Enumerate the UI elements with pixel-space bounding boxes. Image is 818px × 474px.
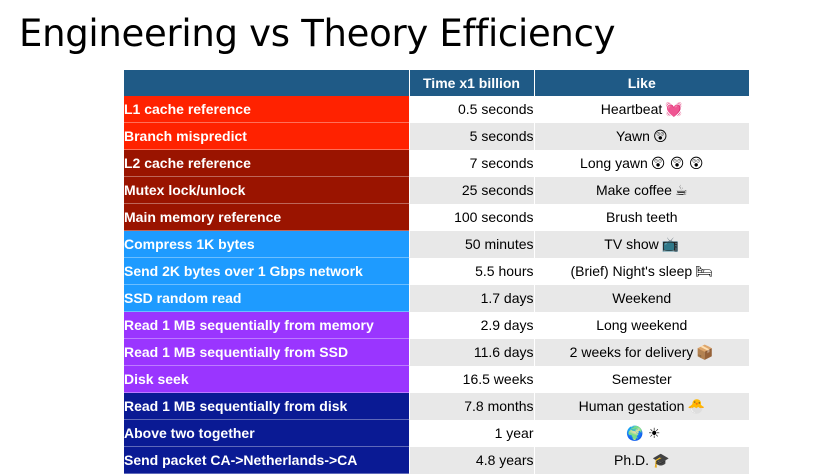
table-row: Main memory reference 100 seconds Brush te… xyxy=(124,203,749,231)
operation-cell: Send packet CA->Netherlands->CA xyxy=(124,446,409,474)
like-cell: Heartbeat 💓 xyxy=(533,96,749,123)
time-cell: 16.5 weeks xyxy=(408,365,534,393)
table-row: Mutex lock/unlock 25 seconds Make coffee ☕ xyxy=(124,176,749,204)
table-row: Send packet CA->Netherlands->CA 4.8 years… xyxy=(124,446,749,474)
operation-cell: Read 1 MB sequentially from SSD xyxy=(124,338,409,366)
like-label: Semester xyxy=(611,371,672,387)
table-row: Above two together 1 year 🌍 ☀ xyxy=(124,419,749,447)
emoji-icon: 😲 😲 😲 xyxy=(650,155,704,172)
table-header-row: Time x1 billion Like xyxy=(124,70,749,96)
time-cell: 5 seconds xyxy=(408,122,534,150)
emoji-icon: 😲 xyxy=(652,128,668,145)
like-label: Weekend xyxy=(612,290,672,306)
emoji-icon: 🌍 ☀ xyxy=(626,425,661,442)
like-cell: Weekend xyxy=(533,284,749,312)
operation-cell: Branch mispredict xyxy=(124,122,409,150)
time-cell: 50 minutes xyxy=(408,230,534,258)
like-cell: Ph.D. 🎓 xyxy=(533,446,749,474)
table-row: Read 1 MB sequentially from SSD 11.6 days… xyxy=(124,338,749,366)
header-operation xyxy=(124,70,409,96)
operation-cell: SSD random read xyxy=(124,284,409,312)
like-label: Brush teeth xyxy=(605,209,678,225)
operation-cell: L2 cache reference xyxy=(124,149,409,177)
operation-cell: Mutex lock/unlock xyxy=(124,176,409,204)
time-cell: 4.8 years xyxy=(408,446,534,474)
table-row: L2 cache reference 7 seconds Long yawn 😲 😲 … xyxy=(124,149,749,177)
operation-cell: L1 cache reference xyxy=(124,96,409,123)
like-cell: Yawn 😲 xyxy=(533,122,749,150)
like-label: Yawn xyxy=(615,127,650,144)
operation-cell: Disk seek xyxy=(124,365,409,393)
header-time: Time x1 billion xyxy=(408,70,534,96)
emoji-icon: 📦 xyxy=(696,344,714,361)
latency-table: Time x1 billion Like L1 cache reference 0… xyxy=(124,70,749,474)
like-cell: (Brief) Night's sleep 🛏 xyxy=(533,257,749,285)
table-row: Read 1 MB sequentially from memory 2.9 da… xyxy=(124,311,749,339)
operation-cell: Above two together xyxy=(124,419,409,447)
emoji-icon: 🛏 xyxy=(695,263,713,280)
like-cell: 🌍 ☀ xyxy=(533,419,749,447)
emoji-icon: 💓 xyxy=(665,101,683,118)
operation-cell: Read 1 MB sequentially from disk xyxy=(124,392,409,420)
like-label: 2 weeks for delivery xyxy=(569,343,694,360)
like-cell: Long weekend xyxy=(533,311,749,339)
like-label: Long weekend xyxy=(596,317,688,333)
table-row: Branch mispredict 5 seconds Yawn 😲 xyxy=(124,122,749,150)
table-row: Read 1 MB sequentially from disk 7.8 mont… xyxy=(124,392,749,420)
like-label: Make coffee xyxy=(595,181,672,198)
like-cell: 2 weeks for delivery 📦 xyxy=(533,338,749,366)
header-like: Like xyxy=(533,70,749,96)
table-row: SSD random read 1.7 days Weekend xyxy=(124,284,749,312)
operation-cell: Read 1 MB sequentially from memory xyxy=(124,311,409,339)
time-cell: 7 seconds xyxy=(408,149,534,177)
table-row: Disk seek 16.5 weeks Semester xyxy=(124,365,749,393)
like-label: Heartbeat xyxy=(600,100,663,117)
like-label: Ph.D. xyxy=(614,451,650,468)
like-label: Long yawn xyxy=(580,154,648,171)
like-cell: Long yawn 😲 😲 😲 xyxy=(533,149,749,177)
table-row: Compress 1K bytes 50 minutes TV show 📺 xyxy=(124,230,749,258)
table-row: L1 cache reference 0.5 seconds Heartbeat 💓 xyxy=(124,96,749,123)
emoji-icon: 📺 xyxy=(661,236,680,253)
time-cell: 1.7 days xyxy=(408,284,534,312)
like-label: TV show xyxy=(604,235,659,252)
like-cell: TV show 📺 xyxy=(533,230,749,258)
like-cell: Semester xyxy=(533,365,749,393)
operation-cell: Send 2K bytes over 1 Gbps network xyxy=(124,257,409,285)
emoji-icon: ☕ xyxy=(674,182,688,199)
like-label: Human gestation xyxy=(578,397,685,414)
table-row: Send 2K bytes over 1 Gbps network 5.5 hou… xyxy=(124,257,749,285)
time-cell: 25 seconds xyxy=(408,176,534,204)
time-cell: 5.5 hours xyxy=(408,257,534,285)
emoji-icon: 🐣 xyxy=(687,398,705,415)
like-label: (Brief) Night's sleep xyxy=(570,262,693,279)
time-cell: 100 seconds xyxy=(408,203,534,231)
time-cell: 11.6 days xyxy=(408,338,534,366)
operation-cell: Main memory reference xyxy=(124,203,409,231)
time-cell: 2.9 days xyxy=(408,311,534,339)
page-title: Engineering vs Theory Efficiency xyxy=(19,12,616,55)
time-cell: 0.5 seconds xyxy=(408,96,534,123)
time-cell: 1 year xyxy=(408,419,534,447)
operation-cell: Compress 1K bytes xyxy=(124,230,409,258)
like-cell: Human gestation 🐣 xyxy=(533,392,749,420)
like-cell: Brush teeth xyxy=(533,203,749,231)
like-cell: Make coffee ☕ xyxy=(533,176,749,204)
time-cell: 7.8 months xyxy=(408,392,534,420)
emoji-icon: 🎓 xyxy=(652,452,670,469)
